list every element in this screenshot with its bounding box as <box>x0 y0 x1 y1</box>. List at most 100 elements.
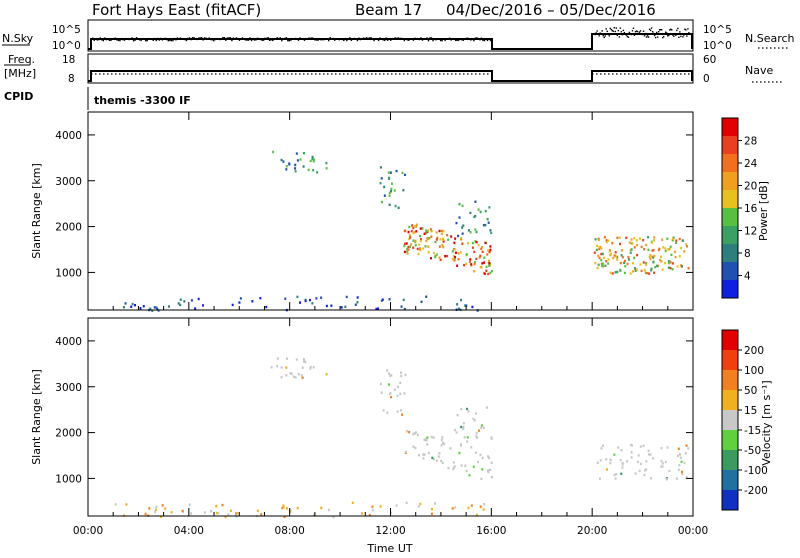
nsearch-dot <box>219 38 221 41</box>
range-cell <box>344 305 347 309</box>
range-cell <box>417 433 420 437</box>
range-cell <box>453 259 456 262</box>
nsearch-dot <box>622 29 625 32</box>
range-cell <box>483 256 486 259</box>
nsearch-dot <box>329 37 331 39</box>
range-cell <box>649 254 652 258</box>
nsearch-dot <box>211 39 213 41</box>
range-cell <box>617 446 620 449</box>
nsearch-dot <box>602 34 604 37</box>
nsearch-dot <box>650 27 653 29</box>
nsearch-dot <box>340 38 342 40</box>
nsearch-dot <box>214 38 216 41</box>
y-tick-label: 4000 <box>55 130 82 142</box>
nsearch-dot <box>246 39 248 41</box>
range-cell <box>664 247 667 250</box>
range-cell <box>597 263 600 267</box>
range-cell <box>607 239 610 242</box>
nsearch-dot <box>596 30 598 32</box>
noise-tick-top-right: 10^5 <box>703 24 732 36</box>
nsearch-dot <box>205 37 207 40</box>
nsearch-dot <box>235 37 238 39</box>
range-cell <box>419 239 422 243</box>
range-cell <box>457 234 460 238</box>
nsearch-dot <box>282 37 285 40</box>
nsearch-dot <box>666 32 668 34</box>
nsearch-dot <box>660 29 663 31</box>
range-cell <box>609 271 612 274</box>
nsearch-dot <box>226 37 229 39</box>
range-cell <box>456 264 459 267</box>
range-cell <box>643 248 646 251</box>
range-cell <box>487 455 490 458</box>
range-cell <box>669 245 672 248</box>
nave-tick-bottom: 0 <box>703 73 710 85</box>
range-cell <box>459 444 462 447</box>
nsearch-dot <box>179 37 182 39</box>
range-cell <box>461 226 464 229</box>
range-cell <box>395 504 398 507</box>
nsearch-dot <box>385 37 387 39</box>
range-cell <box>304 299 307 303</box>
range-cell <box>451 507 454 510</box>
range-cell <box>655 264 658 268</box>
nsearch-dot <box>595 32 597 34</box>
nsearch-dot <box>173 37 176 40</box>
range-cell <box>215 505 218 508</box>
range-cell <box>427 451 430 455</box>
range-cell <box>661 465 664 468</box>
range-cell <box>614 251 617 254</box>
range-cell <box>660 459 663 463</box>
range-cell <box>429 257 432 260</box>
range-cell <box>480 477 483 481</box>
range-cell <box>449 447 452 450</box>
range-cell <box>412 231 415 235</box>
nsearch-dot <box>391 38 393 41</box>
nsearch-dot <box>151 38 153 40</box>
range-cell <box>466 241 469 245</box>
range-cell <box>457 252 460 255</box>
nsearch-dot <box>615 27 618 29</box>
range-cell <box>345 295 348 299</box>
range-cell <box>390 395 393 399</box>
range-cell <box>294 376 297 379</box>
nsearch-dot <box>270 39 272 41</box>
range-cell <box>453 428 456 432</box>
range-cell <box>489 248 492 252</box>
nsearch-dot <box>90 39 92 42</box>
range-cell <box>609 461 612 465</box>
nsearch-dot <box>111 38 114 40</box>
y-tick-label: 3000 <box>55 176 82 188</box>
range-cell <box>470 504 473 507</box>
range-cell <box>645 263 648 266</box>
range-cell <box>399 392 402 396</box>
nsearch-dot <box>175 39 177 41</box>
range-cell <box>608 250 611 253</box>
range-cell <box>467 229 470 232</box>
range-cell <box>675 477 678 480</box>
range-cell <box>631 242 634 245</box>
x-tick-label: 16:00 <box>476 525 506 537</box>
range-cell <box>612 256 615 260</box>
range-cell <box>403 307 406 311</box>
range-cell <box>680 264 683 268</box>
range-cell <box>454 255 457 259</box>
range-cell <box>383 194 386 197</box>
range-cell <box>155 306 158 309</box>
nsearch-dot <box>424 38 427 40</box>
range-cell <box>653 271 656 274</box>
range-cell <box>469 231 472 234</box>
range-cell <box>201 304 204 307</box>
nsearch-dot <box>399 37 401 40</box>
nsearch-dot <box>430 37 433 39</box>
range-cell <box>647 248 650 252</box>
nsearch-dot <box>409 38 412 40</box>
range-cell <box>669 260 672 264</box>
range-cell <box>671 237 674 241</box>
range-cell <box>389 374 392 377</box>
range-cell <box>404 373 407 377</box>
nsearch-dot <box>477 38 480 40</box>
nsearch-dot <box>635 30 638 32</box>
colorbar-segment <box>722 470 738 491</box>
nsearch-dot <box>318 37 321 40</box>
